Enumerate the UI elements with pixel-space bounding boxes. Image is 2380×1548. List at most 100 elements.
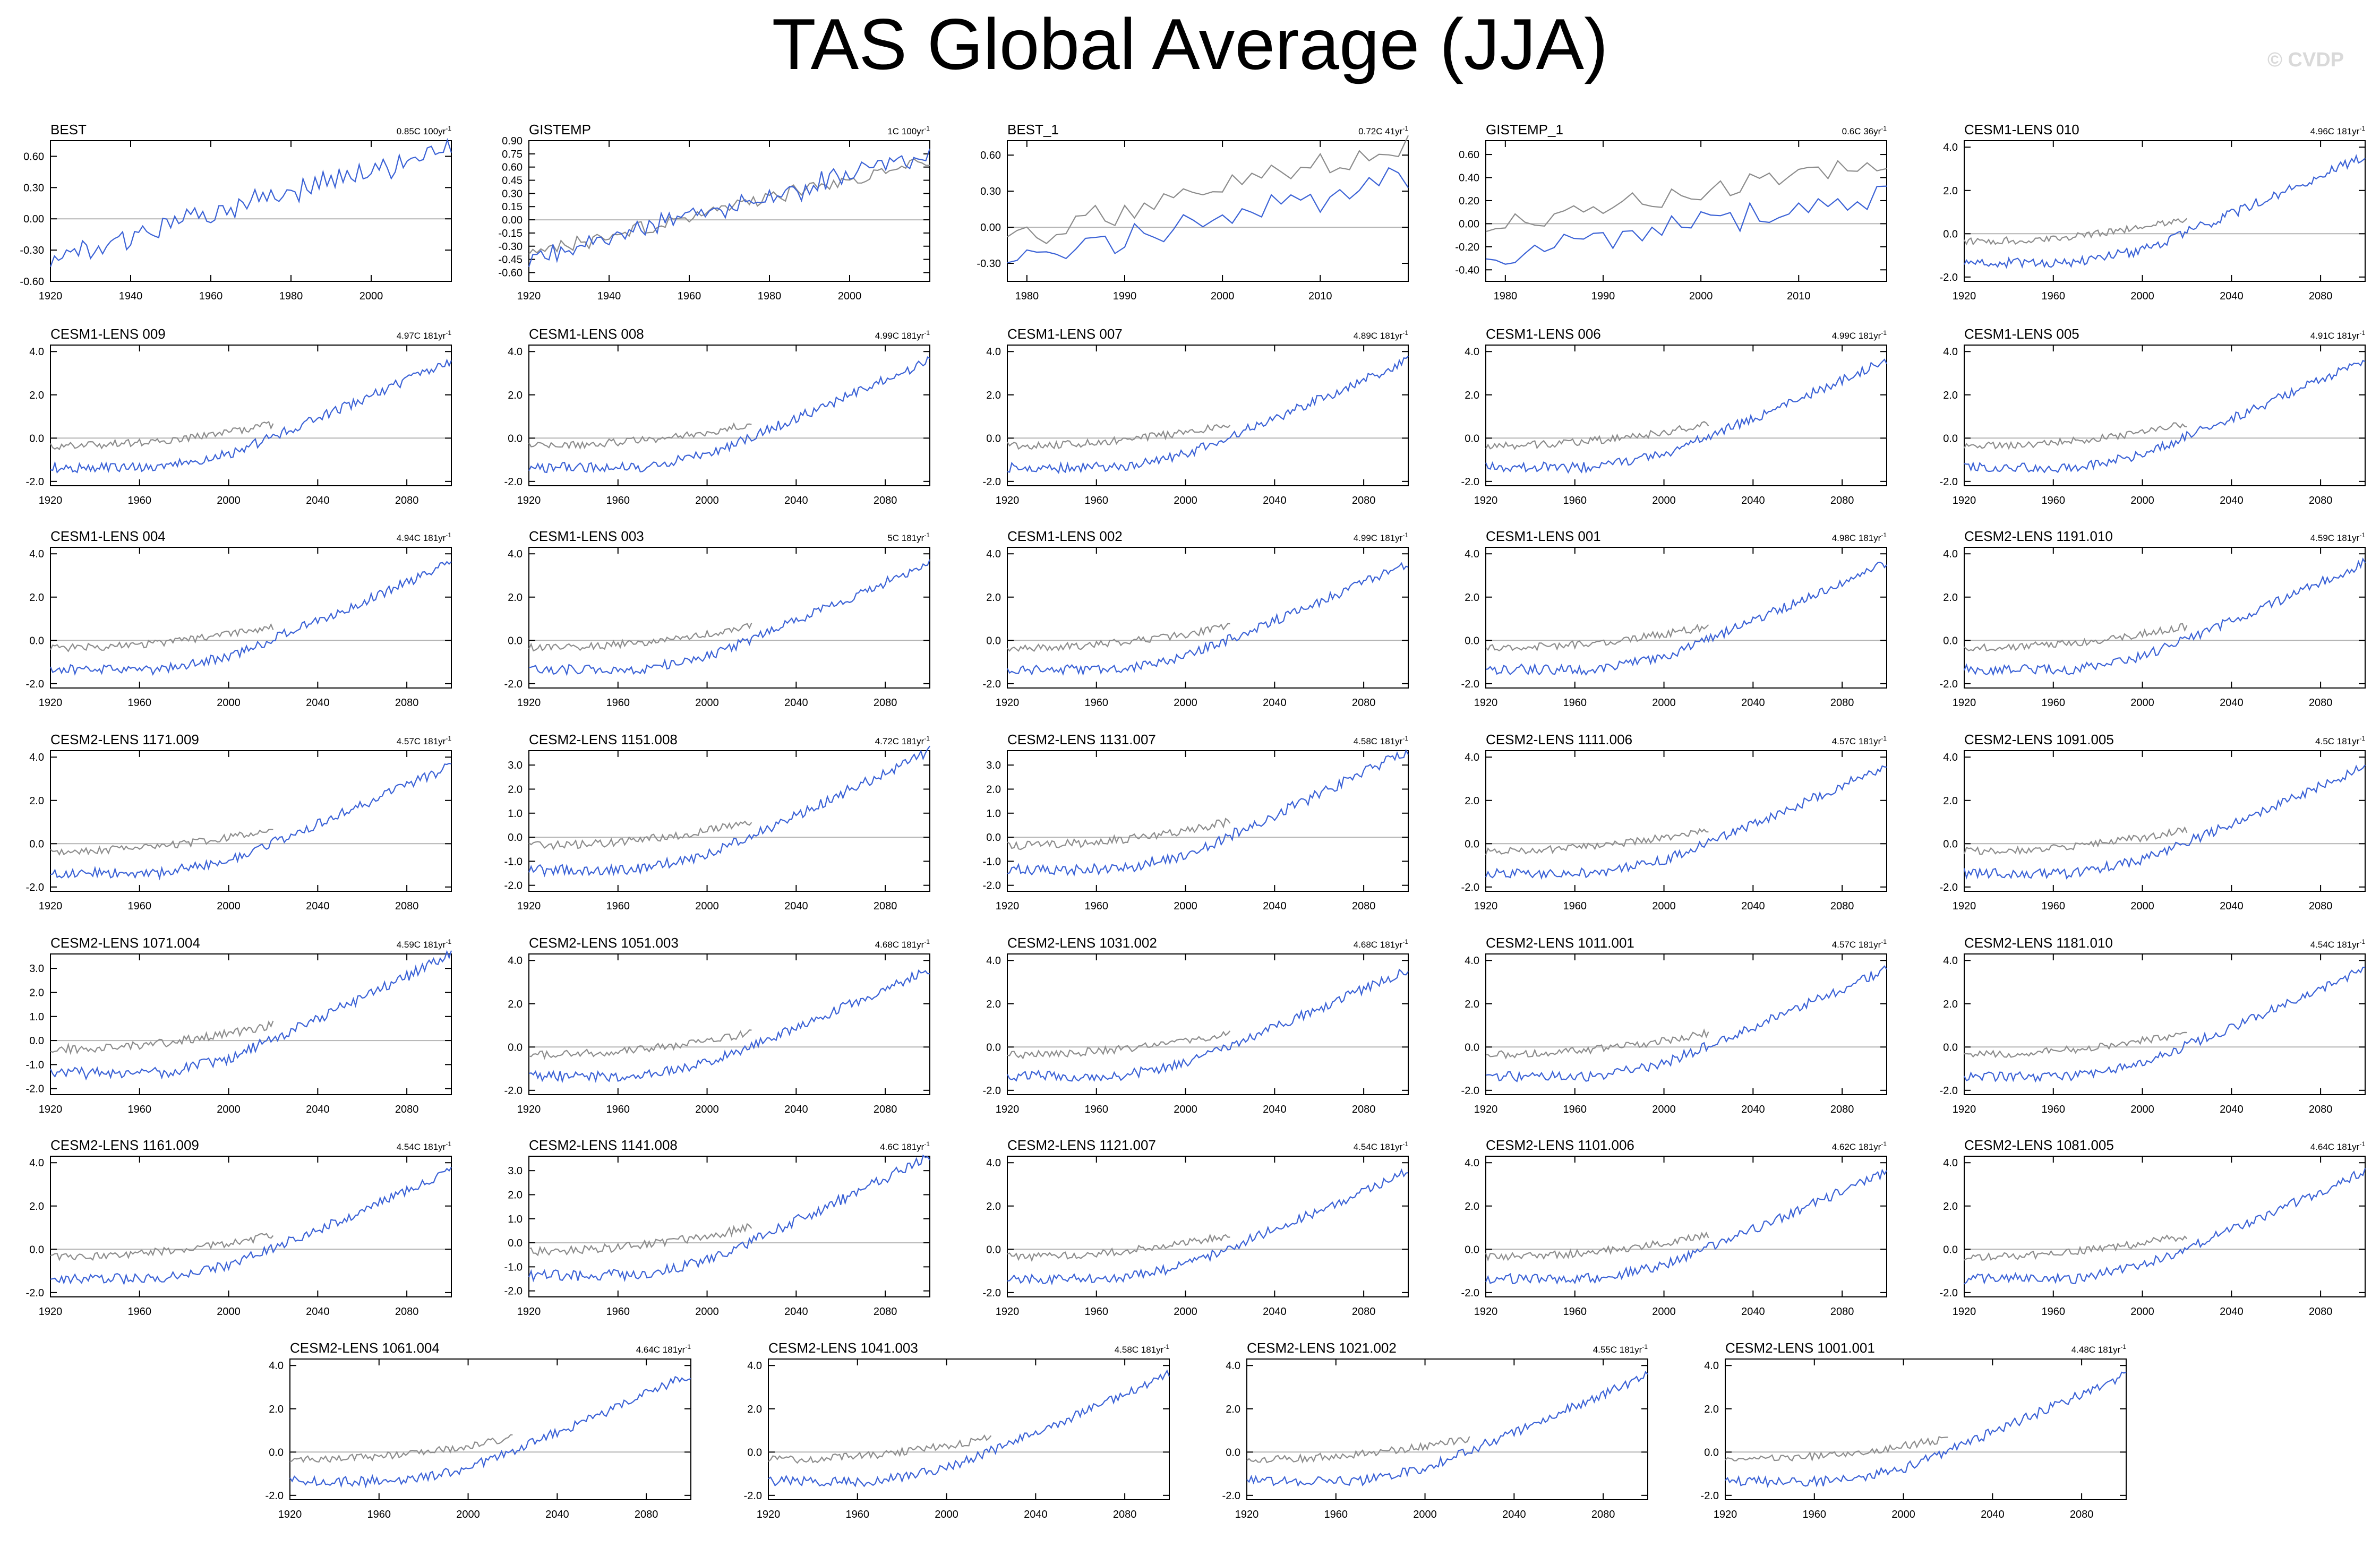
y-tick-label: 4.0 [1943, 142, 1958, 153]
y-tick-label: 0.20 [1459, 195, 1479, 207]
y-tick-label: -2.0 [26, 476, 44, 488]
observation-series-line [528, 820, 752, 850]
x-tick-label: 2080 [874, 1306, 897, 1318]
trend-label: 4.99C 181yr-1 [1832, 329, 1887, 341]
y-tick-label: 0.0 [508, 1042, 523, 1053]
observation-series-line [289, 1434, 513, 1463]
panel-title: CESM2-LENS 1041.003 [768, 1340, 918, 1356]
y-tick-label: 0.30 [980, 186, 1001, 197]
observation-series-line [1007, 818, 1231, 850]
trend-label: 4.58C 181yr-1 [1115, 1343, 1170, 1355]
panel-svg: CESM2-LENS 1111.006 4.57C 181yr-1 -2.0 0.0 2… [1461, 732, 1887, 912]
trend-label: 4.54C 181yr-1 [1354, 1140, 1409, 1152]
y-tick-label: -2.0 [1461, 1287, 1479, 1299]
trend-label: 4.57C 181yr-1 [397, 735, 452, 746]
observation-series-line [528, 422, 752, 450]
panel-title: CESM2-LENS 1131.007 [1007, 732, 1156, 747]
trend-label: 5C 181yr-1 [887, 531, 930, 543]
y-tick-label: -2.0 [1940, 272, 1958, 283]
panel-title: CESM1-LENS 007 [1007, 326, 1123, 342]
x-tick-label: 1960 [678, 290, 701, 302]
x-tick-label: 2000 [695, 1104, 719, 1115]
x-tick-label: 1920 [39, 900, 63, 912]
panel-title: GISTEMP_1 [1486, 122, 1563, 137]
panel-svg: GISTEMP_1 0.6C 36yr-1 -0.40 -0.20 0.00 0.20 0.… [1455, 122, 1887, 302]
y-tick-label: 2.0 [1943, 390, 1958, 401]
chart-panel: CESM2-LENS 1181.010 4.54C 181yr-1 -2.0 0.0 2… [1916, 930, 2380, 1124]
observation-series-line [1007, 424, 1231, 450]
y-tick-label: -2.0 [26, 678, 44, 690]
x-tick-label: 2000 [217, 900, 241, 912]
panel-title: CESM2-LENS 1051.003 [529, 935, 679, 951]
y-tick-label: 4.0 [986, 548, 1001, 560]
observation-series-line [1007, 623, 1230, 652]
plot-frame [50, 953, 452, 1095]
x-tick-label: 1960 [1563, 900, 1587, 912]
x-tick-label: 1960 [1563, 1306, 1587, 1318]
chart-panel: CESM2-LENS 1151.008 4.72C 181yr-1 -2.0 -1.0… [481, 727, 951, 921]
plot-frame [1485, 345, 1887, 486]
panel-svg: CESM2-LENS 1021.002 4.55C 181yr-1 -2.0 0.0 2… [1222, 1340, 1648, 1520]
y-tick-label: -2.0 [983, 678, 1001, 690]
observation-series-line [1485, 160, 1887, 233]
x-tick-label: 1940 [597, 290, 621, 302]
panel-svg: CESM2-LENS 1181.010 4.54C 181yr-1 -2.0 0.0 2… [1940, 935, 2366, 1115]
x-tick-label: 2080 [1830, 495, 1854, 506]
y-tick-label: 2.0 [986, 390, 1001, 401]
x-tick-label: 1960 [1563, 1104, 1587, 1115]
x-tick-label: 2080 [1352, 1306, 1376, 1318]
y-tick-label: 0.15 [502, 201, 523, 213]
panel-svg: CESM2-LENS 1151.008 4.72C 181yr-1 -2.0 -1.0… [504, 732, 930, 912]
x-tick-label: 2080 [1591, 1509, 1615, 1520]
panel-title: CESM2-LENS 1101.006 [1486, 1137, 1634, 1153]
x-tick-label: 1920 [517, 1306, 541, 1318]
trend-label: 4.5C 181yr-1 [2315, 735, 2365, 746]
panel-svg: CESM2-LENS 1131.007 4.58C 181yr-1 -2.0 -1.0… [983, 732, 1409, 912]
y-tick-label: 0.0 [29, 635, 44, 647]
x-tick-label: 1960 [128, 495, 152, 506]
x-tick-label: 1920 [278, 1509, 302, 1520]
x-tick-label: 2000 [1652, 1306, 1676, 1318]
y-tick-label: 4.0 [986, 955, 1001, 967]
panel-title: CESM2-LENS 1181.010 [1964, 935, 2113, 951]
plot-frame [1964, 547, 2366, 689]
x-tick-label: 2080 [2070, 1509, 2094, 1520]
x-tick-label: 1960 [1563, 697, 1587, 709]
y-tick-label: -0.60 [498, 267, 523, 279]
panel-svg: CESM2-LENS 1141.008 4.6C 181yr-1 -2.0 -1.0 0… [504, 1137, 930, 1318]
chart-panel: CESM1-LENS 010 4.96C 181yr-1 -2.0 0.0 2.0 4.0… [1916, 117, 2380, 311]
y-tick-label: -2.0 [744, 1490, 762, 1502]
x-tick-label: 2010 [1308, 290, 1332, 302]
x-tick-label: 2040 [545, 1509, 569, 1520]
panel-title: BEST [50, 122, 87, 137]
y-tick-label: -2.0 [504, 1286, 523, 1297]
y-tick-label: -2.0 [1940, 882, 1958, 893]
x-tick-label: 2040 [2220, 900, 2244, 912]
plot-frame [1964, 140, 2366, 282]
chart-panel: CESM2-LENS 1191.010 4.59C 181yr-1 -2.0 0.0 2… [1916, 523, 2380, 717]
panel-title: CESM1-LENS 004 [50, 528, 166, 544]
x-tick-label: 2000 [456, 1509, 480, 1520]
x-tick-label: 2040 [784, 495, 808, 506]
y-tick-label: 0.0 [1465, 433, 1479, 444]
x-tick-label: 1920 [1474, 1306, 1498, 1318]
x-tick-label: 2000 [838, 290, 862, 302]
y-tick-label: 0.60 [23, 151, 44, 162]
model-series-line [1485, 965, 1887, 1082]
plot-frame [1007, 1156, 1409, 1297]
panel-title: CESM2-LENS 1161.009 [50, 1137, 199, 1153]
y-tick-label: 4.0 [986, 1157, 1001, 1169]
y-tick-label: -1.0 [983, 856, 1001, 867]
y-tick-label: 3.0 [508, 760, 523, 771]
trend-label: 4.64C 181yr-1 [2310, 1140, 2366, 1152]
x-tick-label: 1990 [1591, 290, 1615, 302]
x-tick-label: 2040 [1263, 1306, 1287, 1318]
y-tick-label: 4.0 [1943, 346, 1958, 358]
y-tick-label: 0.00 [1459, 218, 1479, 230]
x-tick-label: 2010 [1787, 290, 1811, 302]
observation-series-line [50, 623, 274, 652]
y-tick-label: -0.15 [498, 228, 523, 239]
x-tick-label: 1920 [517, 290, 541, 302]
y-tick-label: 2.0 [1465, 592, 1479, 604]
model-series-line [528, 356, 930, 474]
